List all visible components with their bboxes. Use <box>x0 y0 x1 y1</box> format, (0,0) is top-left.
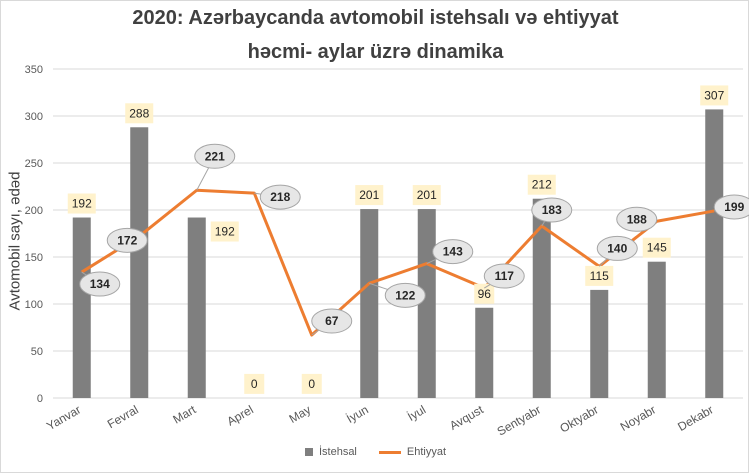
x-tick-label: Dekabr <box>675 402 716 433</box>
bar-data-label: 201 <box>417 188 437 202</box>
bar-data-label: 192 <box>215 225 235 239</box>
bar-data-label-box <box>125 103 154 124</box>
x-tick-label: May <box>287 402 314 425</box>
bar-data-label-box <box>301 373 322 394</box>
bar-data-label-box <box>67 193 96 214</box>
chart-title: 2020: Azərbaycanda avtomobil istehsalı v… <box>132 7 619 29</box>
line-data-label: 122 <box>395 288 415 302</box>
x-tick-label: Fevral <box>105 402 141 431</box>
x-tick-label: Aprel <box>224 402 255 428</box>
line-data-label-bubble <box>531 197 573 223</box>
y-tick-label: 300 <box>25 111 43 123</box>
line-data-label-bubble <box>596 235 638 261</box>
x-tick-label: Avqust <box>447 402 486 433</box>
bar-data-label: 192 <box>72 197 92 211</box>
line-data-label: 199 <box>724 200 744 214</box>
bar <box>475 307 494 398</box>
line-data-label-bubble <box>79 271 121 297</box>
x-tick-label: Sentyabr <box>495 402 544 438</box>
bar <box>187 217 206 398</box>
chart-subtitle: həcmi- aylar üzrə dinamika <box>247 41 504 63</box>
bar <box>417 209 436 398</box>
bar <box>130 127 149 398</box>
bar-data-label: 201 <box>359 188 379 202</box>
series-line <box>80 188 715 337</box>
bar-data-label: 0 <box>308 377 315 391</box>
bar <box>360 209 379 398</box>
y-tick-label: 200 <box>25 205 43 217</box>
line-data-label-bubble <box>432 239 474 265</box>
legend-swatch-line <box>378 450 401 454</box>
bar <box>705 109 724 399</box>
line-data-label-bubble <box>616 206 658 232</box>
legend-item-ehtiyyat: Ehtiyyat <box>378 446 447 458</box>
line-data-label: 218 <box>270 190 290 204</box>
y-tick-label: 350 <box>25 64 43 76</box>
line-data-label-bubble <box>194 143 236 169</box>
legend-label-ehtiyyat: Ehtiyyat <box>406 446 447 458</box>
y-tick-label: 100 <box>25 299 43 311</box>
line-data-label: 134 <box>90 277 110 291</box>
line-data-label: 117 <box>495 269 515 283</box>
line-data-label: 140 <box>607 241 627 255</box>
bar-data-label-box <box>244 373 265 394</box>
y-tick-label: 0 <box>37 393 43 405</box>
bar-data-label-box <box>210 221 239 242</box>
bar-data-label-box <box>642 237 671 258</box>
x-tick-label: Noyabr <box>618 402 659 433</box>
y-tick-label: 150 <box>25 252 43 264</box>
y-tick-label: 50 <box>31 346 43 358</box>
bar-data-label: 96 <box>478 287 492 301</box>
bar-data-label-box <box>412 185 441 206</box>
bar-data-label: 115 <box>590 269 609 283</box>
bar-data-label: 0 <box>251 377 258 391</box>
bar-data-label: 307 <box>704 88 724 102</box>
bar-data-label: 145 <box>647 241 667 255</box>
line-data-label-bubble <box>106 227 148 253</box>
x-tick-label: İyul <box>405 402 428 423</box>
x-tick-label: Oktyabr <box>557 402 600 435</box>
bar <box>647 261 666 398</box>
legend-label-istehsal: İstehsal <box>318 446 357 458</box>
legend: İstehsal Ehtiyyat <box>1 446 749 458</box>
line-data-label: 67 <box>325 314 339 328</box>
legend-item-istehsal: İstehsal <box>304 446 357 458</box>
x-tick-label: Mart <box>170 402 198 426</box>
bar-data-label-box <box>527 174 556 195</box>
line-data-label: 221 <box>205 149 225 163</box>
bar-data-label-box <box>355 185 384 206</box>
line-data-label-bubble <box>311 308 353 334</box>
x-tick-label: Yanvar <box>44 402 83 433</box>
line-data-label-bubble <box>259 184 301 210</box>
x-tick-label: İyun <box>344 402 371 425</box>
line-data-label-bubble <box>483 263 525 289</box>
bar-data-label: 212 <box>532 178 552 192</box>
bar <box>532 198 551 398</box>
line-data-label-bubble <box>384 282 426 308</box>
legend-swatch-bar <box>304 448 313 456</box>
bar-data-label-box <box>700 85 729 106</box>
bar-data-label-box <box>585 265 614 286</box>
line-data-label: 143 <box>443 245 463 259</box>
y-tick-label: 250 <box>25 158 43 170</box>
bar-data-label-box <box>474 283 495 304</box>
line-data-label: 183 <box>542 203 562 217</box>
line-data-label-bubble <box>713 194 749 220</box>
line-data-label: 188 <box>627 212 647 226</box>
bar-data-label: 288 <box>129 106 149 120</box>
bar <box>72 217 91 398</box>
line-data-label: 172 <box>117 233 137 247</box>
bar <box>590 289 609 398</box>
